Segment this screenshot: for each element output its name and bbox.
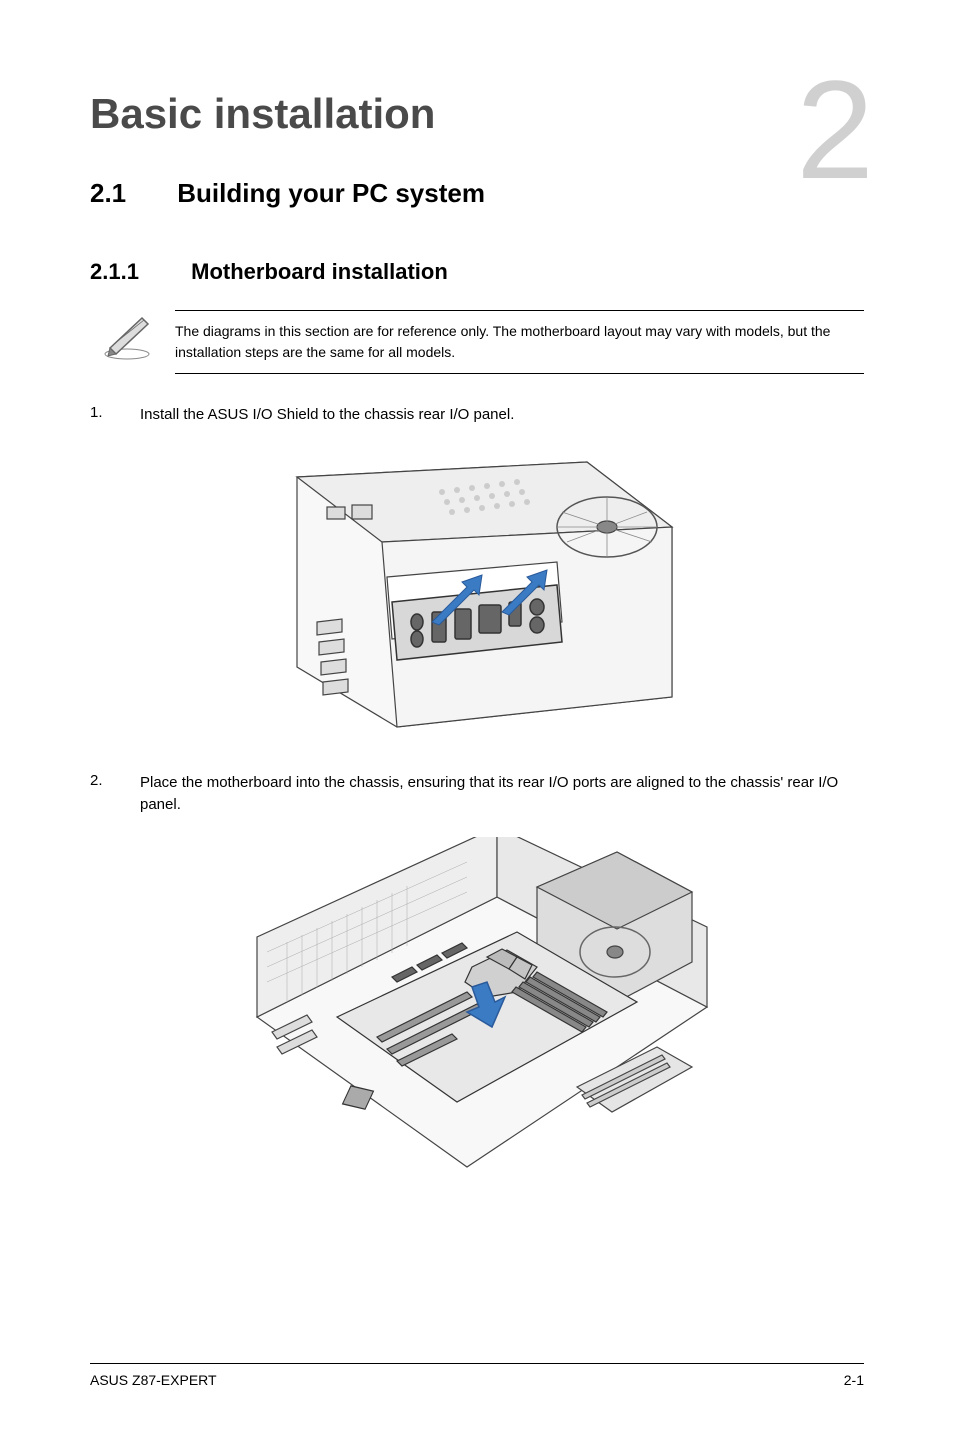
subsection-title: Motherboard installation: [191, 259, 448, 284]
step-1: 1. Install the ASUS I/O Shield to the ch…: [90, 404, 864, 427]
step-2: 2. Place the motherboard into the chassi…: [90, 772, 864, 817]
diagram-1-container: [90, 447, 864, 742]
note-box: The diagrams in this section are for ref…: [100, 310, 864, 374]
subsection-heading: 2.1.1 Motherboard installation: [90, 259, 864, 285]
section-number: 2.1: [90, 178, 170, 209]
io-shield-diagram: [267, 447, 687, 737]
motherboard-install-diagram: [237, 837, 717, 1177]
section-title: Building your PC system: [177, 178, 485, 208]
diagram-2-container: [90, 837, 864, 1182]
note-text-wrapper: The diagrams in this section are for ref…: [175, 310, 864, 374]
section-heading: 2.1 Building your PC system: [90, 178, 864, 209]
step-text: Place the motherboard into the chassis, …: [140, 772, 864, 817]
page-footer: ASUS Z87-EXPERT 2-1: [90, 1363, 864, 1388]
chapter-title: Basic installation: [90, 90, 864, 138]
pencil-icon: [100, 310, 155, 360]
step-text: Install the ASUS I/O Shield to the chass…: [140, 404, 864, 427]
footer-page-number: 2-1: [844, 1372, 864, 1388]
note-text: The diagrams in this section are for ref…: [175, 321, 864, 363]
footer-product: ASUS Z87-EXPERT: [90, 1372, 217, 1388]
subsection-number: 2.1.1: [90, 259, 185, 285]
chapter-number: 2: [796, 60, 874, 200]
step-number: 1.: [90, 404, 140, 421]
step-number: 2.: [90, 772, 140, 789]
